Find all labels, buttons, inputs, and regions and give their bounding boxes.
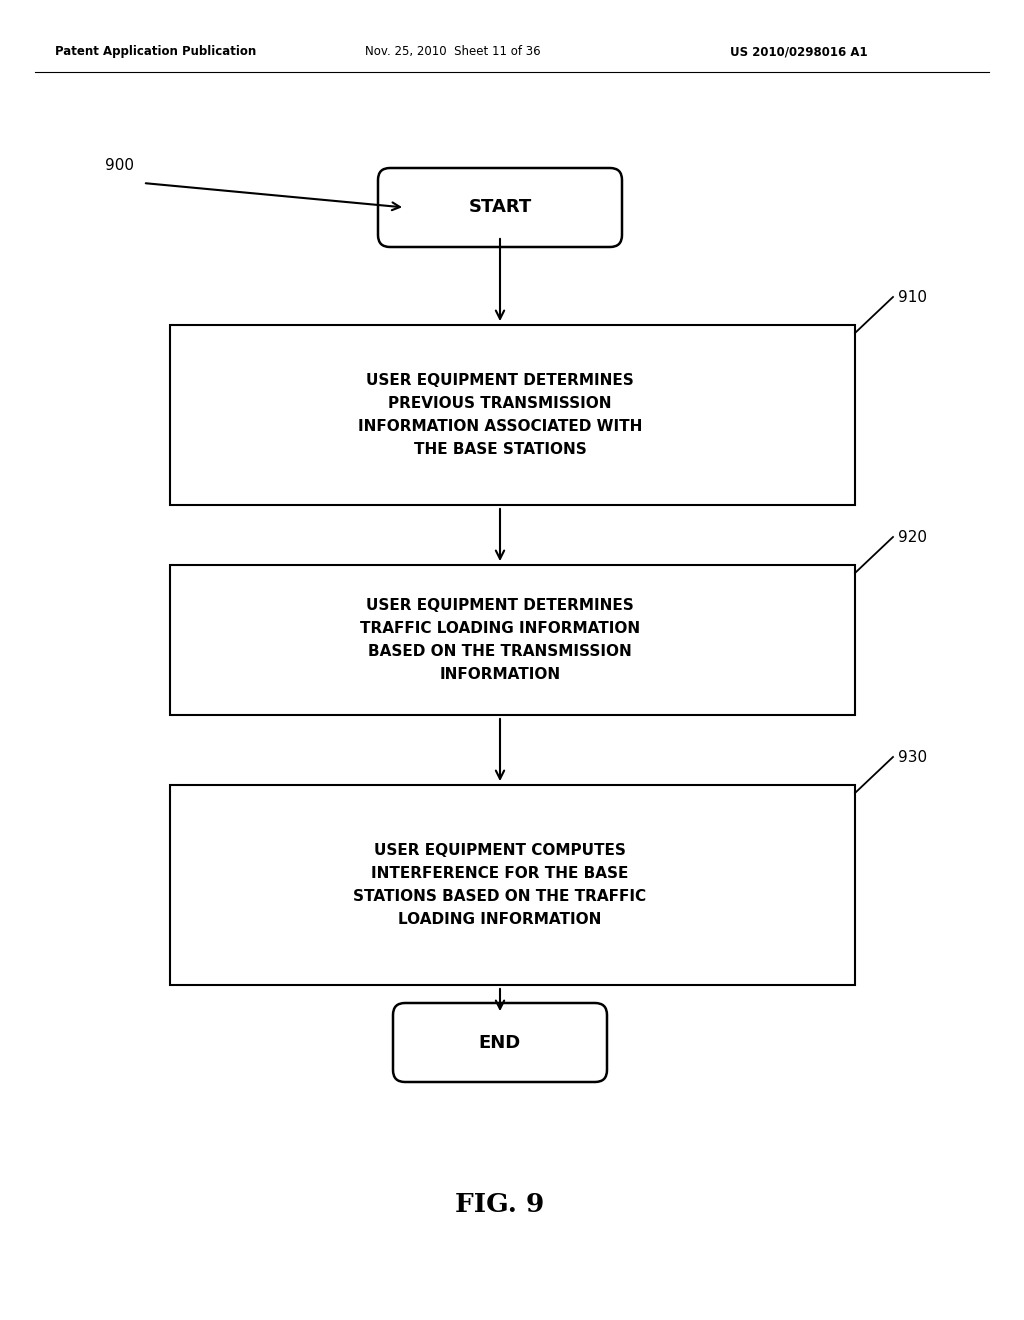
Text: FIG. 9: FIG. 9 [456, 1192, 545, 1217]
Bar [170, 785, 855, 985]
Text: Patent Application Publication: Patent Application Publication [55, 45, 256, 58]
Text: Nov. 25, 2010  Sheet 11 of 36: Nov. 25, 2010 Sheet 11 of 36 [365, 45, 541, 58]
Text: USER EQUIPMENT DETERMINES
TRAFFIC LOADING INFORMATION
BASED ON THE TRANSMISSION
: USER EQUIPMENT DETERMINES TRAFFIC LOADIN… [360, 598, 640, 681]
Text: 930: 930 [898, 750, 927, 764]
FancyBboxPatch shape [378, 168, 622, 247]
Text: END: END [479, 1034, 521, 1052]
Text: US 2010/0298016 A1: US 2010/0298016 A1 [730, 45, 867, 58]
Bar [170, 565, 855, 715]
Text: START: START [468, 198, 531, 216]
Text: 920: 920 [898, 529, 927, 544]
Text: USER EQUIPMENT COMPUTES
INTERFERENCE FOR THE BASE
STATIONS BASED ON THE TRAFFIC
: USER EQUIPMENT COMPUTES INTERFERENCE FOR… [353, 843, 646, 927]
Bar [170, 325, 855, 506]
FancyBboxPatch shape [393, 1003, 607, 1082]
Text: USER EQUIPMENT DETERMINES
PREVIOUS TRANSMISSION
INFORMATION ASSOCIATED WITH
THE : USER EQUIPMENT DETERMINES PREVIOUS TRANS… [357, 374, 642, 457]
Text: 910: 910 [898, 289, 927, 305]
Text: 900: 900 [105, 157, 134, 173]
